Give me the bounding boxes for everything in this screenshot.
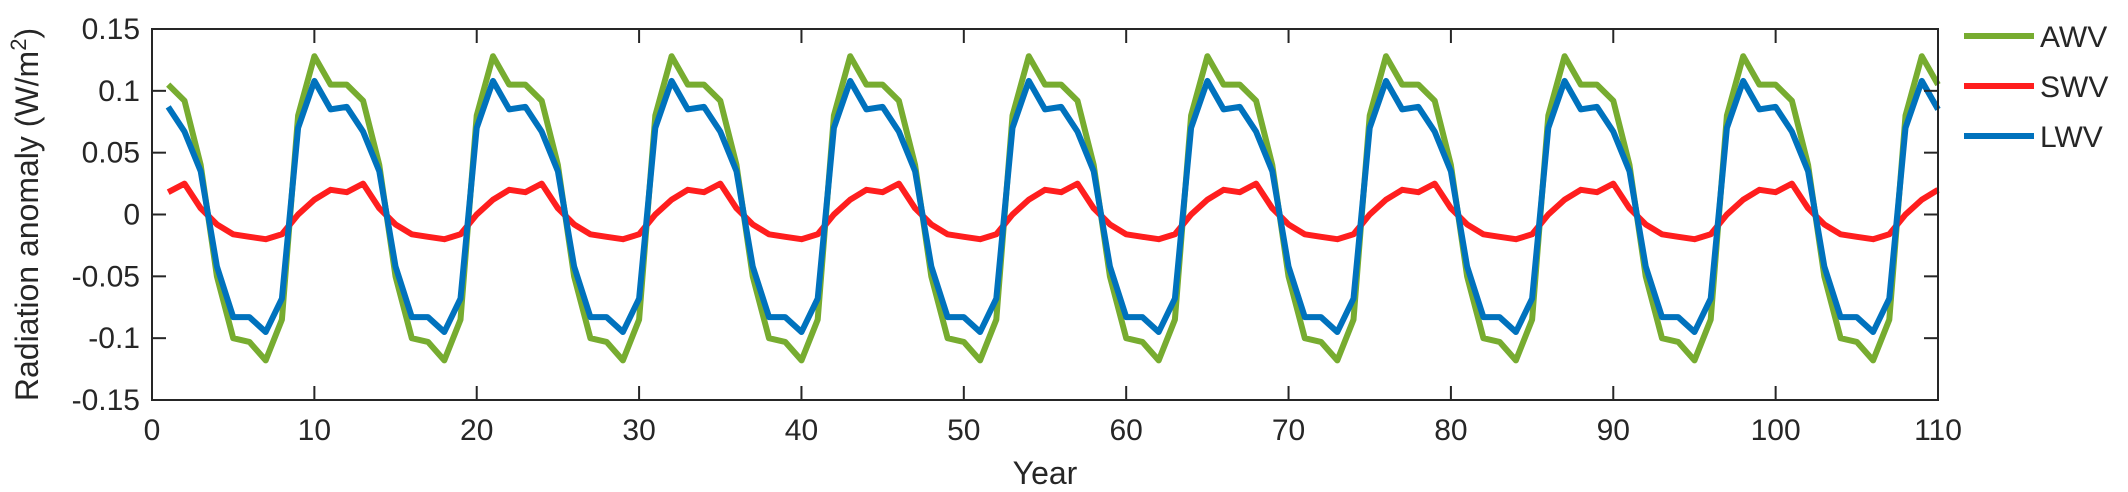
legend-label-awv: AWV (2040, 21, 2107, 54)
x-tick-label: 80 (1434, 414, 1467, 447)
ticks-layer (151, 28, 1939, 401)
series-line-swv (166, 180, 1940, 243)
x-tick-label: 110 (1914, 414, 1962, 447)
x-tick-label: 20 (460, 414, 493, 447)
series-line-lwv (165, 77, 1941, 335)
y-axis-title-close: ) (9, 28, 45, 39)
x-tick-label: 10 (298, 414, 331, 447)
legend-label-lwv: LWV (2040, 121, 2103, 154)
y-tick-label: 0 (123, 199, 140, 232)
x-tick-label: 60 (1109, 414, 1142, 447)
y-tick-label: -0.05 (72, 260, 140, 293)
y-tick-label: 0.05 (82, 137, 140, 170)
x-tick-label: 40 (785, 414, 818, 447)
x-tick-label: 0 (144, 414, 161, 447)
legend: AWV SWV LWV (1964, 21, 2108, 154)
x-axis-title: Year (1013, 455, 1078, 491)
legend-label-swv: SWV (2040, 71, 2108, 104)
x-tick-label: 90 (1597, 414, 1630, 447)
series-layer (165, 53, 1941, 364)
y-tick-label: 0.1 (98, 75, 140, 108)
x-tick-label: 30 (622, 414, 655, 447)
x-tick-label: 50 (947, 414, 980, 447)
x-tick-label: 70 (1272, 414, 1305, 447)
y-tick-label: 0.15 (82, 13, 140, 46)
y-axis-title-superscript: 2 (6, 39, 31, 51)
y-axis-title-main: Radiation anomaly (W/m (9, 51, 45, 401)
y-tick-label: -0.1 (88, 322, 140, 355)
x-tick-label: 100 (1751, 414, 1801, 447)
y-axis-title: Radiation anomaly (W/m2) (6, 28, 45, 401)
tick-labels: 0 10 20 30 40 50 60 70 80 90 100 110 -0.15 -0.1 -0.05 0… (72, 13, 1962, 447)
y-tick-label: -0.15 (72, 384, 140, 417)
